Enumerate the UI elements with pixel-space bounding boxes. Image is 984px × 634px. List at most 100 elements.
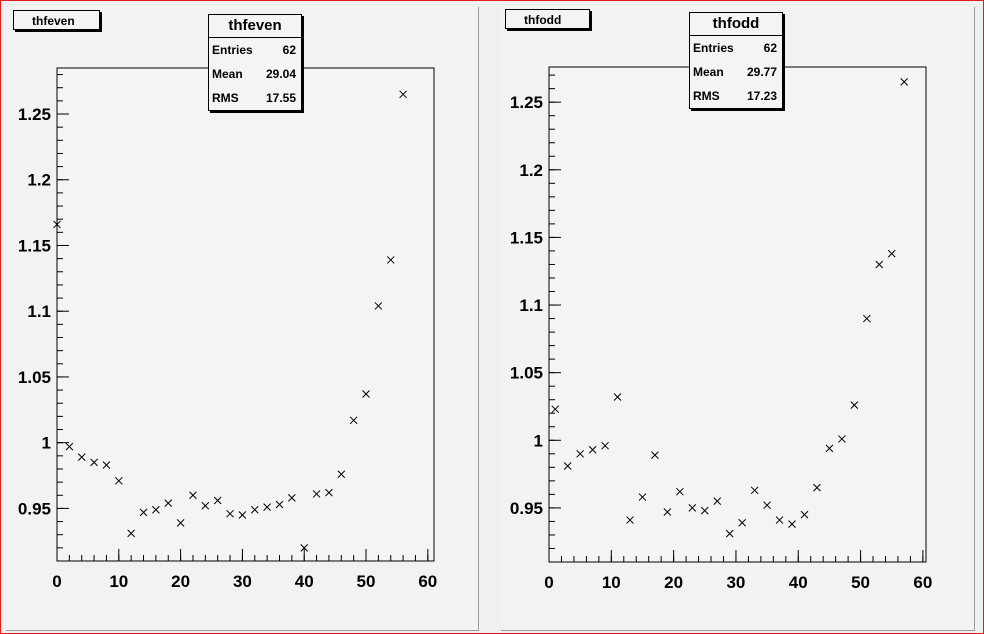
y-tick-label: 0.95 (18, 499, 51, 518)
x-tick-label: 10 (602, 573, 621, 592)
y-tick-label: 1 (534, 431, 543, 450)
plot-frame (56, 67, 435, 562)
data-point-marker (576, 449, 585, 458)
data-point-marker (201, 501, 210, 510)
data-point-marker (551, 405, 560, 414)
stats-key: Mean (212, 67, 243, 81)
data-point-marker (90, 458, 98, 467)
data-point-marker (850, 401, 859, 409)
data-point-marker (189, 491, 197, 500)
histogram-title: thfeven (32, 14, 75, 28)
stats-value: 17.55 (265, 91, 296, 105)
data-point-marker (688, 504, 697, 512)
data-point-marker (775, 516, 784, 524)
stats-row-mean: Mean 29.04 (209, 62, 301, 86)
x-tick-label: 20 (664, 573, 683, 592)
stats-value: 62 (282, 43, 296, 57)
data-point-marker (102, 461, 111, 469)
stats-key: RMS (693, 89, 720, 103)
x-tick-label: 0 (52, 572, 61, 591)
x-tick-label: 50 (851, 573, 870, 592)
plot-pad-thfeven[interactable]: 0 10 20 30 40 50 60 0.95 1 1.05 1.1 1.15 1.2 1.25 thf… (6, 7, 479, 631)
x-tick-label: 60 (418, 572, 437, 591)
data-point-marker (738, 518, 747, 527)
data-point-marker (176, 519, 185, 527)
data-point-marker (800, 510, 809, 519)
data-point-marker (626, 516, 634, 524)
data-point-marker (152, 505, 160, 514)
data-point-marker (226, 509, 234, 518)
data-point-marker (700, 506, 709, 515)
stats-box: thfeven Entries 62 Mean 29.04 RMS 17.55 (208, 14, 302, 111)
data-point-marker (139, 508, 148, 517)
data-point-marker (250, 505, 259, 514)
data-point-marker (164, 499, 173, 508)
y-tick-label: 1.05 (510, 364, 543, 383)
x-tick-label: 0 (544, 573, 553, 592)
stats-row-rms: RMS 17.23 (690, 84, 782, 108)
data-point-marker (813, 483, 821, 492)
data-point-marker (613, 393, 622, 401)
stats-box: thfodd Entries 62 Mean 29.77 RMS 17.23 (689, 12, 783, 109)
stats-value: 62 (763, 41, 777, 55)
stats-row-entries: Entries 62 (209, 38, 301, 62)
x-tick-label: 40 (789, 573, 808, 592)
stats-key: RMS (212, 91, 239, 105)
data-point-marker (238, 511, 247, 519)
histogram-title-box: thfeven (13, 10, 100, 30)
data-point-marker (287, 494, 296, 502)
stats-key: Entries (212, 43, 253, 57)
stats-key: Entries (693, 41, 734, 55)
y-tick-label: 1.15 (18, 236, 51, 255)
chart-thfodd: 0 10 20 30 40 50 60 0.95 1 1.05 1.1 1.15 1.2 1.25 (510, 66, 932, 592)
plot-frame (548, 66, 927, 563)
stats-title: thfodd (690, 13, 782, 36)
y-tick-label: 0.95 (510, 499, 543, 518)
y-tick-label: 1.1 (519, 296, 543, 315)
x-tick-label: 60 (913, 573, 932, 592)
data-point-marker (676, 487, 684, 496)
histogram-title-box: thfodd (505, 9, 590, 29)
data-point-marker (563, 462, 572, 470)
stats-title: thfeven (209, 15, 301, 38)
data-point-marker (588, 445, 597, 454)
plot-pad-thfodd[interactable]: 0 10 20 30 40 50 60 0.95 1 1.05 1.1 1.15 1.2 1.25 thf… (501, 7, 975, 631)
data-point-marker (763, 501, 771, 510)
x-tick-label: 50 (357, 572, 376, 591)
data-point-marker (65, 442, 74, 451)
stats-row-mean: Mean 29.77 (690, 60, 782, 84)
data-point-marker (838, 435, 846, 443)
data-point-marker (900, 78, 909, 86)
data-point-marker (750, 486, 759, 495)
stats-key: Mean (693, 65, 724, 79)
data-point-marker (374, 302, 383, 310)
x-tick-label: 30 (726, 573, 745, 592)
stats-value: 17.23 (746, 89, 777, 103)
data-point-marker (349, 416, 358, 425)
stats-value: 29.04 (265, 67, 296, 81)
data-point-marker (713, 497, 722, 505)
data-point-marker (875, 260, 884, 269)
data-point-marker (337, 470, 346, 479)
stats-row-entries: Entries 62 (690, 36, 782, 60)
data-point-marker (725, 529, 734, 538)
stats-value: 29.77 (746, 65, 777, 79)
data-point-marker (651, 451, 659, 460)
y-tick-label: 1.05 (18, 368, 51, 387)
data-point-marker (638, 493, 647, 501)
x-tick-label: 10 (109, 572, 128, 591)
x-tick-label: 20 (171, 572, 190, 591)
y-tick-label: 1.25 (18, 105, 51, 124)
data-point-marker (825, 444, 834, 453)
histogram-title: thfodd (524, 13, 562, 27)
data-point-marker (399, 90, 407, 99)
data-point-marker (663, 508, 672, 516)
data-point-marker (362, 390, 370, 398)
y-tick-label: 1.25 (510, 93, 543, 112)
x-tick-label: 30 (233, 572, 252, 591)
data-point-marker (300, 543, 309, 552)
data-point-marker (114, 476, 123, 485)
data-point-marker (213, 496, 222, 505)
data-point-marker (263, 503, 271, 511)
data-point-marker (862, 314, 871, 323)
